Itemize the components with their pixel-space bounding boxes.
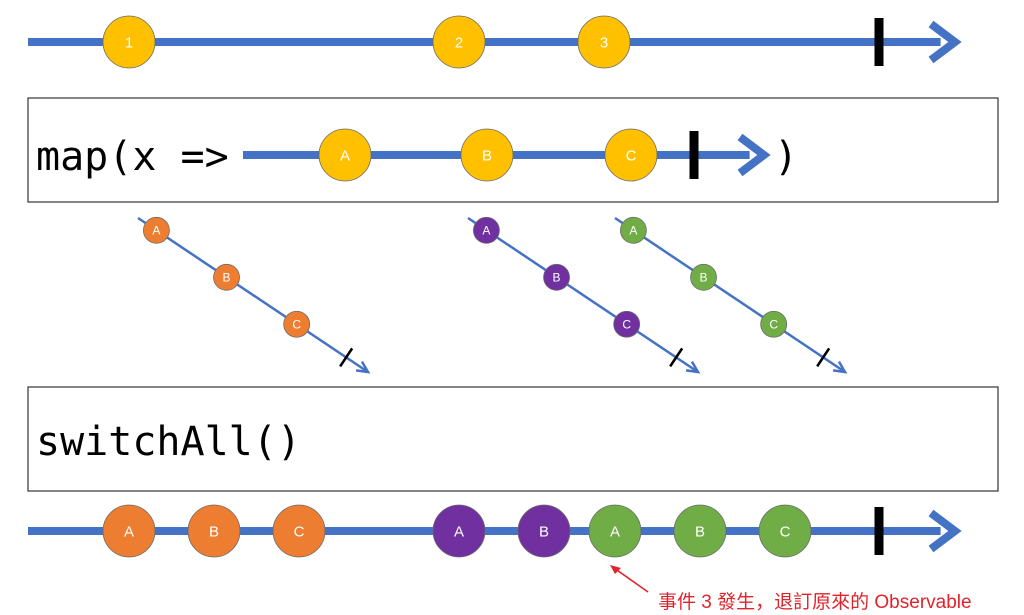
marble-label: B: [539, 523, 549, 540]
marble: [577, 15, 631, 69]
completion-bar: [874, 507, 884, 555]
marble-label: B: [223, 271, 231, 285]
marble-label: A: [610, 523, 620, 540]
marble-label: B: [695, 523, 705, 540]
marble: [432, 504, 486, 558]
inner-stream-line: [137, 216, 369, 374]
marble: [187, 504, 241, 558]
marble: [620, 216, 647, 244]
map-operator-box: [27, 97, 999, 203]
inner-stream-arrow-icon: [355, 361, 371, 374]
completion-bar: [689, 131, 699, 179]
inner-streams: A B C A B C A B C: [137, 216, 848, 374]
marble-label: A: [454, 523, 464, 540]
map-operator-suffix: ): [774, 134, 798, 180]
completion-tick: [339, 347, 354, 368]
switchall-operator-box: [27, 386, 999, 492]
marble-label: C: [626, 147, 637, 164]
marble: [142, 216, 170, 244]
marble-label: 1: [125, 34, 133, 51]
marble: [673, 504, 727, 558]
marble: [517, 504, 571, 558]
timeline-arrow-icon: [928, 509, 962, 553]
inner-stream-arrow-icon: [832, 361, 848, 374]
marble: [760, 310, 788, 338]
marble: [432, 15, 486, 69]
marble: [102, 15, 156, 69]
map-operator-prefix: map(x =>: [36, 134, 229, 180]
marble-label: A: [152, 224, 160, 238]
marble: [604, 128, 658, 182]
inner-stream-line: [467, 216, 699, 374]
annotation-text: 事件 3 發生，退訂原來的 Observable: [658, 591, 972, 613]
marble-label: B: [553, 271, 561, 285]
timeline-arrow-icon: [928, 20, 962, 64]
marble: [102, 504, 156, 558]
marble-label: C: [294, 523, 305, 540]
inner-stream-arrow-icon: [685, 361, 701, 374]
marble-label: C: [622, 318, 631, 332]
completion-bar: [874, 18, 884, 66]
inner-stream-line: [614, 216, 846, 374]
marble-label: B: [482, 147, 492, 164]
marble-label: C: [292, 318, 301, 332]
annotation-arrow-head: [610, 565, 621, 574]
marble-label: 3: [600, 34, 608, 51]
source-stream: 1 2 3: [28, 15, 962, 69]
marble-label: B: [700, 271, 708, 285]
marble-label: A: [629, 224, 637, 238]
switchall-operator-label: switchAll(): [36, 419, 301, 465]
marble-label: A: [340, 147, 350, 164]
marble: [213, 263, 240, 291]
marble: [588, 504, 642, 558]
marble: [318, 128, 372, 182]
marble-label: A: [124, 523, 134, 540]
marble: [613, 310, 641, 338]
annotation-arrow-line: [613, 567, 649, 593]
completion-tick: [669, 347, 684, 368]
timeline-arrow-icon: [737, 133, 771, 177]
marble: [758, 504, 812, 558]
marble-label: C: [780, 523, 791, 540]
marble: [690, 263, 717, 291]
marble-label: B: [209, 523, 219, 540]
marble-label: 2: [455, 34, 463, 51]
marble-label: A: [482, 224, 490, 238]
completion-tick: [816, 347, 831, 368]
marble-label: C: [769, 318, 778, 332]
marble: [543, 263, 570, 291]
marble: [460, 128, 514, 182]
marble: [472, 216, 500, 244]
marble: [272, 504, 326, 558]
map-projection-stream: A B C: [243, 128, 771, 182]
marble: [283, 310, 311, 338]
